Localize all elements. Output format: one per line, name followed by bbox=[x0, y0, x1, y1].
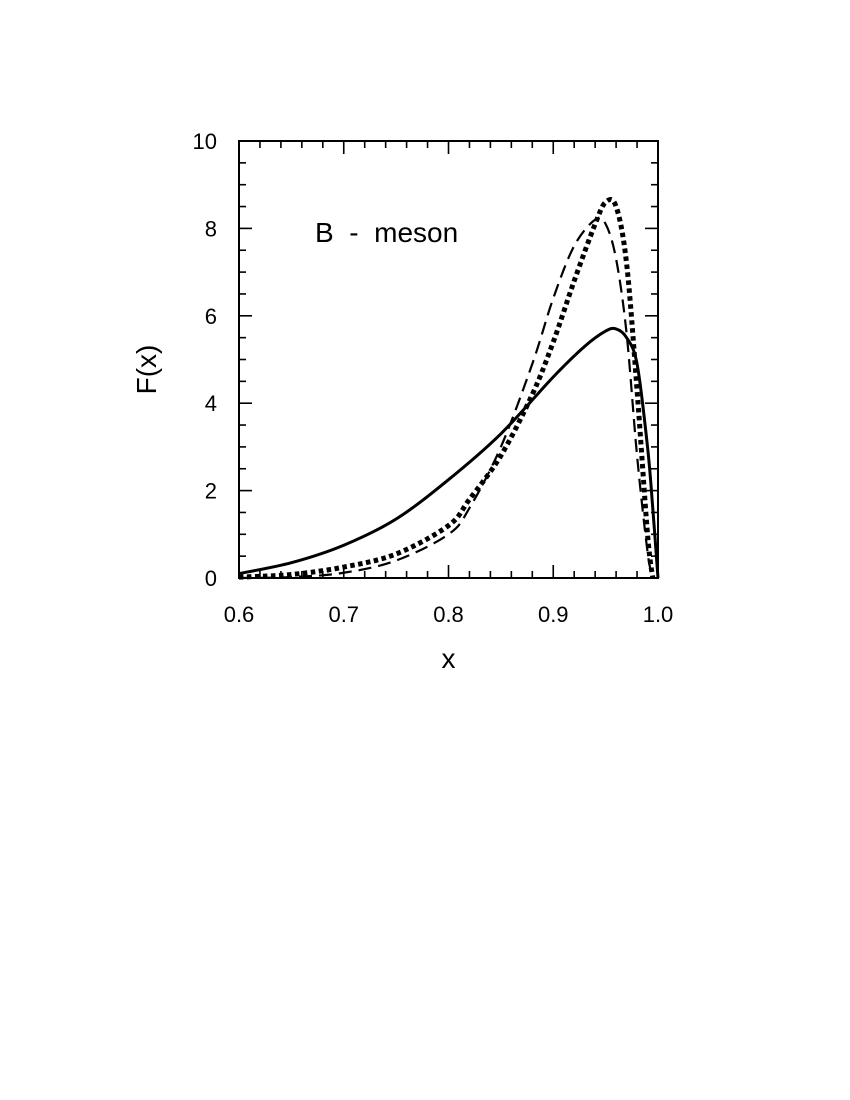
y-tick-label: 6 bbox=[205, 304, 217, 329]
x-axis-title: x bbox=[442, 643, 456, 674]
series-layer bbox=[238, 196, 660, 580]
x-tick-label: 0.8 bbox=[433, 602, 464, 627]
series-dashed-line bbox=[238, 216, 654, 580]
series-solid-line bbox=[238, 326, 660, 579]
plot-frame bbox=[238, 140, 659, 579]
annotation-b-meson: B - meson bbox=[315, 217, 458, 248]
y-tick-label: 8 bbox=[205, 216, 217, 241]
y-axis-title: F(x) bbox=[131, 345, 162, 395]
y-tick-label: 2 bbox=[205, 479, 217, 504]
series-dotted-line bbox=[238, 196, 656, 580]
y-tick-label: 10 bbox=[193, 129, 217, 154]
ticks-layer bbox=[238, 140, 659, 579]
tick-labels-layer: 0.6 0.7 0.8 0.9 1.0 0 2 4 6 8 10 bbox=[193, 129, 674, 627]
y-tick-label: 4 bbox=[205, 391, 217, 416]
x-tick-label: 0.6 bbox=[224, 602, 255, 627]
x-tick-label: 1.0 bbox=[643, 602, 674, 627]
y-tick-label: 0 bbox=[205, 566, 217, 591]
x-tick-label: 0.9 bbox=[538, 602, 569, 627]
x-tick-label: 0.7 bbox=[328, 602, 359, 627]
